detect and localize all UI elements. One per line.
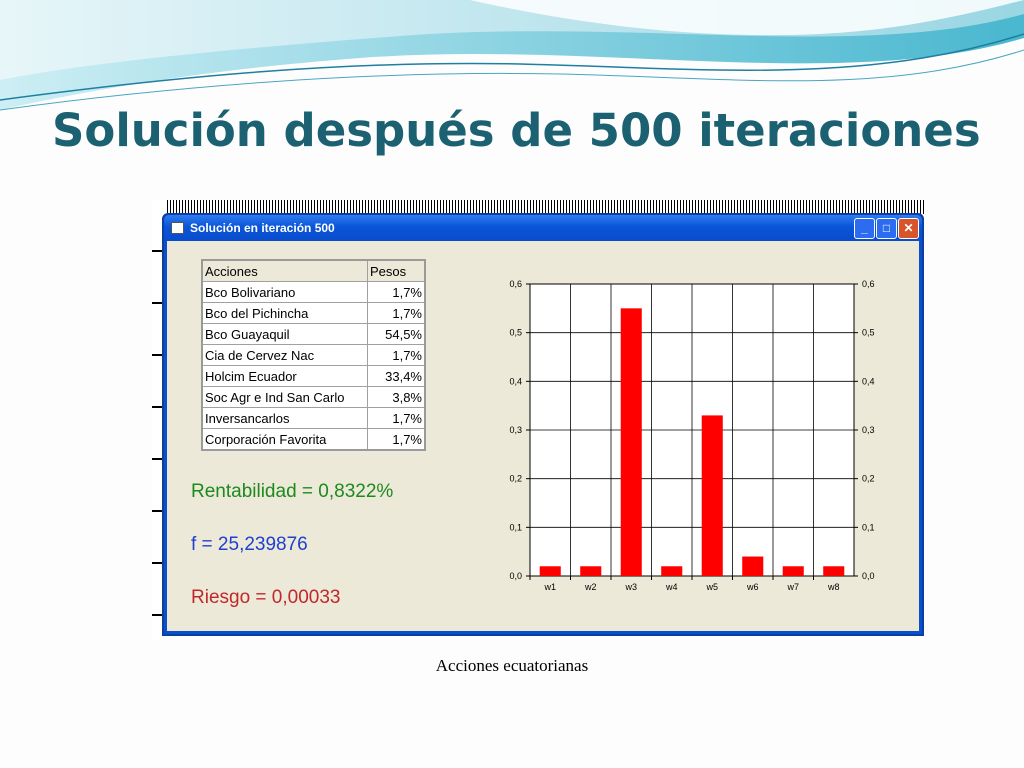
- y-tick-label-right: 0,1: [862, 522, 875, 532]
- y-tick-label-right: 0,5: [862, 328, 875, 338]
- weight-cell[interactable]: 3,8%: [367, 386, 426, 408]
- slide-title: Solución después de 500 iteraciones: [52, 104, 981, 157]
- bar-w2: [580, 566, 602, 576]
- weight-cell[interactable]: 1,7%: [367, 281, 426, 303]
- solution-window: Solución en iteración 500 _ □ ✕ Acciones…: [162, 213, 924, 636]
- window-app-icon[interactable]: [171, 222, 184, 234]
- y-tick-label: 0,4: [509, 376, 522, 386]
- bar-w3: [620, 308, 642, 576]
- close-button[interactable]: ✕: [898, 218, 919, 239]
- stock-name-cell[interactable]: Corporación Favorita: [201, 428, 368, 451]
- y-tick-label: 0,1: [509, 522, 522, 532]
- grid-row[interactable]: Cia de Cervez Nac 1,7%: [201, 344, 426, 366]
- grid-row[interactable]: Inversancarlos 1,7%: [201, 407, 426, 429]
- stock-name-cell[interactable]: Holcim Ecuador: [201, 365, 368, 387]
- rentabilidad-label: Rentabilidad = 0,8322%: [191, 481, 394, 502]
- bar-w4: [661, 566, 683, 576]
- window-titlebar[interactable]: Solución en iteración 500 _ □ ✕: [164, 215, 922, 241]
- weight-cell[interactable]: 1,7%: [367, 407, 426, 429]
- bar-w6: [742, 556, 764, 576]
- x-tick-label: w1: [543, 582, 556, 592]
- weights-bar-chart: 0,0 0,0 0,1 0,1 0,2 0,2 0,3 0,3 0,4 0,4 0,5 0,5 0,6 0…: [509, 279, 875, 592]
- y-tick-label-right: 0,6: [862, 279, 875, 289]
- weight-cell[interactable]: 1,7%: [367, 302, 426, 324]
- bar-w1: [539, 566, 561, 576]
- weight-cell[interactable]: 1,7%: [367, 428, 426, 451]
- x-tick-label: w3: [624, 582, 637, 592]
- grid-row[interactable]: Holcim Ecuador 33,4%: [201, 365, 426, 387]
- y-tick-label: 0,6: [509, 279, 522, 289]
- stock-name-cell[interactable]: Bco Guayaquil: [201, 323, 368, 345]
- window-client-area: Acciones Pesos Bco Bolivariano 1,7% Bco …: [167, 241, 919, 631]
- y-tick-label-right: 0,4: [862, 376, 875, 386]
- grid-row[interactable]: Soc Agr e Ind San Carlo 3,8%: [201, 386, 426, 408]
- background-ruler-top: [152, 200, 925, 214]
- stock-name-cell[interactable]: Bco Bolivariano: [201, 281, 368, 303]
- x-tick-label: w8: [827, 582, 840, 592]
- stock-name-cell[interactable]: Soc Agr e Ind San Carlo: [201, 386, 368, 408]
- riesgo-label: Riesgo = 0,00033: [191, 587, 341, 608]
- stock-name-cell[interactable]: Bco del Pichincha: [201, 302, 368, 324]
- grid-row[interactable]: Bco del Pichincha 1,7%: [201, 302, 426, 324]
- weight-cell[interactable]: 33,4%: [367, 365, 426, 387]
- x-tick-label: w4: [665, 582, 678, 592]
- y-tick-label: 0,2: [509, 474, 522, 484]
- stock-name-cell[interactable]: Inversancarlos: [201, 407, 368, 429]
- x-tick-label: w2: [584, 582, 597, 592]
- y-tick-label: 0,0: [509, 571, 522, 581]
- weight-cell[interactable]: 54,5%: [367, 323, 426, 345]
- y-tick-label: 0,3: [509, 425, 522, 435]
- column-header-pesos[interactable]: Pesos: [367, 259, 426, 282]
- grid-row[interactable]: Bco Guayaquil 54,5%: [201, 323, 426, 345]
- y-tick-label-right: 0,3: [862, 425, 875, 435]
- application-screenshot: Solución en iteración 500 _ □ ✕ Acciones…: [152, 200, 925, 640]
- slide-header-waves: [0, 0, 1024, 111]
- x-tick-label: w6: [746, 582, 759, 592]
- x-tick-label: w7: [786, 582, 799, 592]
- grid-header-row: Acciones Pesos: [201, 259, 426, 282]
- y-tick-label-right: 0,2: [862, 474, 875, 484]
- bar-w8: [823, 566, 845, 576]
- objective-f-label: f = 25,239876: [191, 534, 308, 555]
- grid-row[interactable]: Bco Bolivariano 1,7%: [201, 281, 426, 303]
- maximize-button[interactable]: □: [876, 218, 897, 239]
- x-tick-label: w5: [705, 582, 718, 592]
- bar-w5: [701, 415, 723, 576]
- bar-w7: [782, 566, 804, 576]
- minimize-button[interactable]: _: [854, 218, 875, 239]
- grid-row[interactable]: Corporación Favorita 1,7%: [201, 428, 426, 451]
- y-tick-label-right: 0,0: [862, 571, 875, 581]
- stock-name-cell[interactable]: Cia de Cervez Nac: [201, 344, 368, 366]
- weight-cell[interactable]: 1,7%: [367, 344, 426, 366]
- weights-grid[interactable]: Acciones Pesos Bco Bolivariano 1,7% Bco …: [201, 259, 426, 451]
- column-header-acciones[interactable]: Acciones: [201, 259, 368, 282]
- slide-caption: Acciones ecuatorianas: [435, 656, 589, 675]
- window-title: Solución en iteración 500: [190, 221, 335, 235]
- y-tick-label: 0,5: [509, 328, 522, 338]
